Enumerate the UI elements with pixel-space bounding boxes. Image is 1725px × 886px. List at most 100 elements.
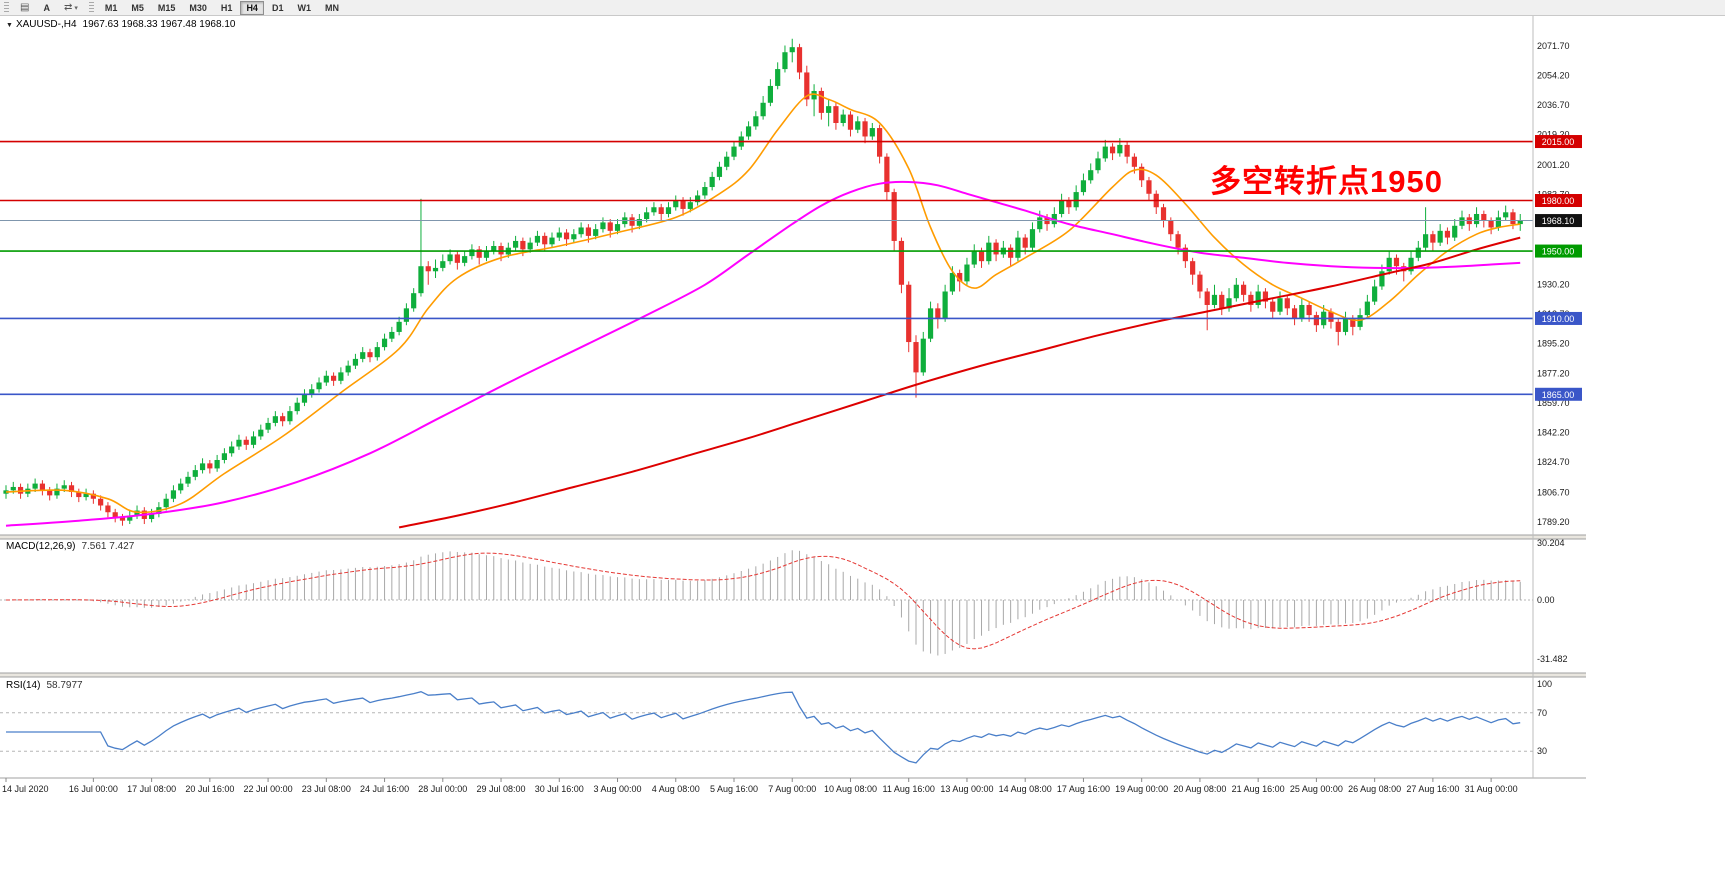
svg-text:2036.70: 2036.70 xyxy=(1537,100,1570,110)
timeframe-buttons: M1 M5 M15 M30 H1 H4 D1 W1 MN xyxy=(98,0,346,15)
svg-text:5 Aug 16:00: 5 Aug 16:00 xyxy=(710,784,758,794)
svg-text:1842.20: 1842.20 xyxy=(1537,428,1570,438)
ma-slow-line xyxy=(398,236,1521,529)
timeframe-button-m5[interactable]: M5 xyxy=(125,1,150,15)
timeframe-button-m30[interactable]: M30 xyxy=(183,1,213,15)
svg-text:7 Aug 00:00: 7 Aug 00:00 xyxy=(768,784,816,794)
chart-symbol-title: ▼ XAUUSD-,H4 1967.63 1968.33 1967.48 1968.… xyxy=(6,19,235,30)
macd-panel: 30.204 0.00 -31.482 xyxy=(0,538,1568,664)
price-tag-1910.00: 1910.00 xyxy=(1535,311,1582,325)
rsi-value: 58.7977 xyxy=(46,680,83,691)
svg-text:17 Jul 08:00: 17 Jul 08:00 xyxy=(127,784,176,794)
svg-text:20 Aug 08:00: 20 Aug 08:00 xyxy=(1173,784,1226,794)
svg-text:29 Jul 08:00: 29 Jul 08:00 xyxy=(477,784,526,794)
rsi-line xyxy=(6,691,1521,764)
price-chart-canvas[interactable]: 2071.702054.202036.702019.202001.201983.… xyxy=(0,16,1725,886)
macd-name: MACD(12,26,9) xyxy=(6,541,76,552)
toolbar: ▤ A ⇄ ▾ M1 M5 M15 M30 H1 H4 D1 W1 MN xyxy=(0,0,1725,16)
timeframe-button-h1[interactable]: H1 xyxy=(215,1,239,15)
rsi-panel: 100 70 30 xyxy=(0,679,1552,764)
price-tag-1950.00: 1950.00 xyxy=(1535,244,1582,258)
timeframe-button-m1[interactable]: M1 xyxy=(99,1,124,15)
svg-text:14 Jul 2020: 14 Jul 2020 xyxy=(2,784,49,794)
svg-text:17 Aug 16:00: 17 Aug 16:00 xyxy=(1057,784,1110,794)
svg-text:30: 30 xyxy=(1537,746,1547,756)
moving-averages-layer xyxy=(5,93,1521,529)
chart-annotation: 多空转折点1950 xyxy=(1210,164,1443,199)
svg-text:31 Aug 00:00: 31 Aug 00:00 xyxy=(1465,784,1518,794)
svg-text:2054.20: 2054.20 xyxy=(1537,70,1570,80)
rsi-name: RSI(14) xyxy=(6,680,41,691)
svg-text:70: 70 xyxy=(1537,708,1547,718)
svg-text:1824.70: 1824.70 xyxy=(1537,457,1570,467)
svg-text:1789.20: 1789.20 xyxy=(1537,517,1570,527)
toolbar-grip-2[interactable] xyxy=(88,2,94,13)
svg-text:13 Aug 00:00: 13 Aug 00:00 xyxy=(940,784,993,794)
symbol-text: XAUUSD-,H4 xyxy=(15,19,77,30)
timeframe-button-m15[interactable]: M15 xyxy=(152,1,182,15)
svg-text:30 Jul 16:00: 30 Jul 16:00 xyxy=(535,784,584,794)
timeframe-button-w1[interactable]: W1 xyxy=(291,1,317,15)
svg-text:1859.70: 1859.70 xyxy=(1537,398,1570,408)
macd-indicator-label: MACD(12,26,9) 7.561 7.427 xyxy=(6,541,134,552)
svg-text:0.00: 0.00 xyxy=(1537,595,1555,605)
svg-text:21 Aug 16:00: 21 Aug 16:00 xyxy=(1232,784,1285,794)
svg-text:26 Aug 08:00: 26 Aug 08:00 xyxy=(1348,784,1401,794)
svg-text:1910.00: 1910.00 xyxy=(1542,314,1575,324)
svg-text:11 Aug 16:00: 11 Aug 16:00 xyxy=(883,784,935,794)
toolbar-grip[interactable] xyxy=(4,2,9,13)
timeframe-button-mn[interactable]: MN xyxy=(319,1,345,15)
ma-mid-line xyxy=(5,180,1521,527)
svg-text:1930.20: 1930.20 xyxy=(1537,279,1570,289)
svg-text:1865.00: 1865.00 xyxy=(1542,390,1575,400)
svg-text:2015.00: 2015.00 xyxy=(1542,137,1575,147)
price-tag-2015.00: 2015.00 xyxy=(1535,135,1582,149)
candles-layer xyxy=(3,38,1523,526)
price-axis-labels: 2071.702054.202036.702019.202001.201983.… xyxy=(1535,41,1582,527)
svg-text:1806.70: 1806.70 xyxy=(1537,488,1570,498)
chart-area[interactable]: 2071.702054.202036.702019.202001.201983.… xyxy=(0,16,1725,886)
price-tag-1865.00: 1865.00 xyxy=(1535,387,1582,401)
panel-divider[interactable] xyxy=(0,535,1586,539)
panel-divider[interactable] xyxy=(0,673,1586,677)
ma-fast-line xyxy=(5,93,1521,514)
svg-text:22 Jul 00:00: 22 Jul 00:00 xyxy=(244,784,293,794)
collapse-icon[interactable]: ▼ xyxy=(6,22,13,29)
timeframe-button-h4[interactable]: H4 xyxy=(240,0,264,15)
svg-text:2019.20: 2019.20 xyxy=(1537,129,1570,139)
rsi-indicator-label: RSI(14) 58.7977 xyxy=(6,680,83,691)
price-tag-1968.10: 1968.10 xyxy=(1535,214,1582,228)
auto-scroll-button[interactable]: A xyxy=(37,1,56,15)
svg-text:1980.00: 1980.00 xyxy=(1542,196,1575,206)
svg-text:24 Jul 16:00: 24 Jul 16:00 xyxy=(360,784,409,794)
macd-signal-line xyxy=(5,552,1521,650)
svg-text:30.204: 30.204 xyxy=(1537,538,1565,548)
level-lines-layer[interactable] xyxy=(0,140,1533,396)
svg-text:28 Jul 00:00: 28 Jul 00:00 xyxy=(418,784,467,794)
chart-window-icon[interactable]: ▤ xyxy=(14,1,35,15)
svg-text:27 Aug 16:00: 27 Aug 16:00 xyxy=(1406,784,1459,794)
svg-text:1950.00: 1950.00 xyxy=(1542,247,1575,257)
timeframe-button-d1[interactable]: D1 xyxy=(266,1,290,15)
templates-button[interactable]: ⇄ ▾ xyxy=(58,1,84,15)
svg-text:16 Jul 00:00: 16 Jul 00:00 xyxy=(69,784,118,794)
svg-text:20 Jul 16:00: 20 Jul 16:00 xyxy=(185,784,234,794)
svg-text:23 Jul 08:00: 23 Jul 08:00 xyxy=(302,784,351,794)
svg-text:4 Aug 08:00: 4 Aug 08:00 xyxy=(652,784,700,794)
svg-text:1877.20: 1877.20 xyxy=(1537,369,1570,379)
svg-text:100: 100 xyxy=(1537,679,1552,689)
time-axis-labels: 14 Jul 2020 16 Jul 00:00 17 Jul 08:00 20 Ju… xyxy=(2,778,1518,794)
caret-down-icon: ▾ xyxy=(74,4,78,12)
svg-text:3 Aug 00:00: 3 Aug 00:00 xyxy=(593,784,641,794)
svg-text:25 Aug 00:00: 25 Aug 00:00 xyxy=(1290,784,1343,794)
svg-text:2071.70: 2071.70 xyxy=(1537,41,1570,51)
price-tag-1980.00: 1980.00 xyxy=(1535,194,1582,208)
svg-text:-31.482: -31.482 xyxy=(1537,654,1568,664)
svg-text:2001.20: 2001.20 xyxy=(1537,160,1570,170)
arrows-icon: ⇄ xyxy=(63,2,73,13)
ohlc-values: 1967.63 1968.33 1967.48 1968.10 xyxy=(82,19,236,30)
svg-text:1895.20: 1895.20 xyxy=(1537,338,1570,348)
svg-text:19 Aug 00:00: 19 Aug 00:00 xyxy=(1115,784,1168,794)
svg-text:14 Aug 08:00: 14 Aug 08:00 xyxy=(999,784,1052,794)
